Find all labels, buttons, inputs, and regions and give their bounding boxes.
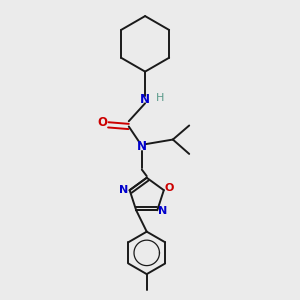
Text: O: O (98, 116, 108, 129)
Text: N: N (119, 184, 129, 194)
Text: N: N (140, 93, 150, 106)
Text: N: N (158, 206, 167, 216)
Text: O: O (164, 183, 174, 193)
Text: N: N (137, 140, 147, 153)
Text: H: H (156, 93, 164, 103)
